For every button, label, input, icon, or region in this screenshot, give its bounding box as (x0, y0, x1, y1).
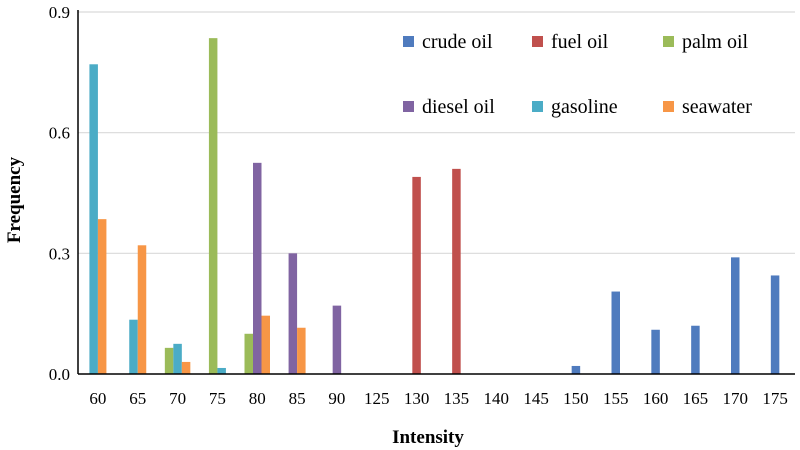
x-tick-label: 165 (683, 389, 709, 408)
legend-swatch-fuel-oil (532, 36, 543, 47)
legend-label-crude-oil: crude oil (422, 31, 493, 53)
x-tick-label: 75 (209, 389, 226, 408)
bar-palm-oil-75 (208, 38, 218, 375)
bar-crude-oil-175 (770, 275, 780, 374)
bar-crude-oil-165 (691, 325, 700, 374)
x-tick-label: 125 (364, 389, 390, 408)
legend-swatch-crude-oil (403, 36, 414, 47)
bar-crude-oil-150 (571, 365, 581, 374)
y-tick-labels: 0.0 0.3 0.6 0.9 (49, 3, 70, 384)
legend-swatch-palm-oil (663, 36, 674, 47)
bar-gasoline-65 (129, 319, 138, 374)
x-tick-label: 70 (169, 389, 186, 408)
bar-gasoline-60 (89, 64, 98, 375)
x-tick-label: 80 (249, 389, 266, 408)
x-tick-label: 150 (563, 389, 589, 408)
bar-seawater-65 (137, 245, 147, 374)
y-axis-title: Frequency (4, 156, 25, 243)
bar-palm-oil-70 (164, 347, 174, 374)
axes (77, 10, 795, 375)
bars (89, 38, 780, 375)
x-tick-label: 155 (603, 389, 629, 408)
bar-crude-oil-155 (611, 291, 620, 374)
legend-swatch-gasoline (532, 101, 543, 112)
x-tick-label: 145 (523, 389, 549, 408)
bar-seawater-85 (297, 327, 306, 374)
gridlines (78, 11, 795, 254)
x-tick-label: 135 (444, 389, 470, 408)
y-tick-label: 0.0 (49, 365, 70, 384)
bar-seawater-60 (97, 219, 107, 374)
bar-crude-oil-160 (651, 329, 660, 374)
x-tick-label: 140 (484, 389, 510, 408)
legend-label-seawater: seawater (682, 96, 752, 118)
legend-label-gasoline: gasoline (551, 96, 618, 118)
legend-label-palm-oil: palm oil (682, 31, 749, 53)
bar-diesel-oil-90 (332, 305, 342, 374)
legend: crude oil fuel oil palm oil diesel oil gasol… (403, 31, 752, 118)
bar-diesel-oil-85 (288, 253, 298, 374)
legend-label-diesel-oil: diesel oil (422, 96, 495, 118)
x-tick-label: 60 (89, 389, 106, 408)
x-axis-title: Intensity (392, 427, 464, 448)
bar-diesel-oil-80 (253, 162, 262, 374)
bar-gasoline-70 (173, 343, 182, 374)
y-tick-label: 0.3 (49, 244, 70, 263)
legend-swatch-diesel-oil (403, 101, 414, 112)
legend-label-fuel-oil: fuel oil (551, 31, 609, 53)
x-tick-label: 130 (404, 389, 430, 408)
x-tick-label: 170 (723, 389, 749, 408)
bar-gasoline-75 (217, 367, 226, 374)
x-tick-label: 85 (289, 389, 306, 408)
x-tick-label: 65 (129, 389, 146, 408)
bar-palm-oil-80 (244, 333, 253, 374)
bar-seawater-70 (181, 361, 191, 374)
bar-fuel-oil-130 (412, 176, 421, 374)
bar-fuel-oil-135 (452, 168, 461, 374)
x-tick-label: 175 (762, 389, 788, 408)
y-tick-label: 0.6 (49, 124, 70, 143)
x-tick-labels: 60 65 70 75 80 85 90 125 130 135 140 145 150 155 160 16… (89, 389, 787, 408)
y-tick-label: 0.9 (49, 3, 70, 22)
x-tick-label: 160 (643, 389, 669, 408)
legend-swatch-seawater (663, 101, 674, 112)
x-tick-label: 90 (328, 389, 345, 408)
bar-seawater-80 (261, 315, 270, 374)
bar-crude-oil-170 (731, 257, 740, 374)
